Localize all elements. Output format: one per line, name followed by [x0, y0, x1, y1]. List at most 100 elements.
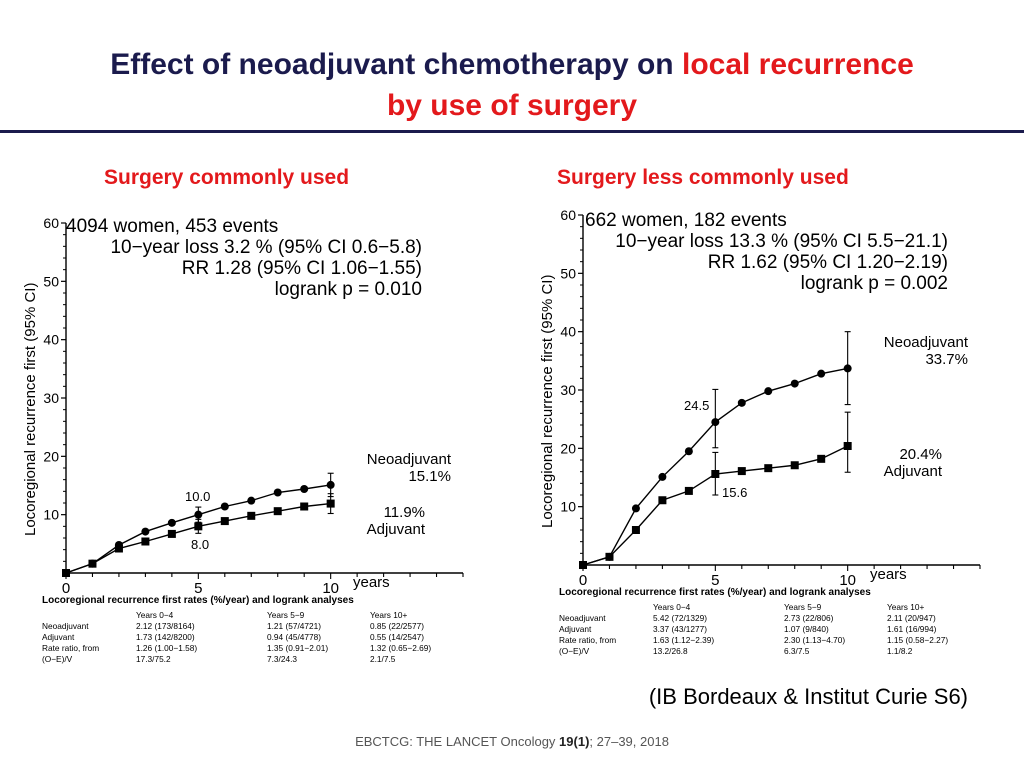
- neoadjuvant-point: [817, 369, 826, 378]
- table-cell: 1.07 (9/840): [784, 623, 829, 634]
- adjuvant-point: [764, 464, 773, 473]
- left-summary-women-events: 4094 women, 453 events: [66, 216, 279, 237]
- x-tick-label: 5: [711, 572, 719, 589]
- neoadjuvant-point: [141, 527, 150, 536]
- adjuvant-point: [658, 496, 667, 505]
- table-cell: Neoadjuvant: [559, 612, 606, 623]
- title-part3: by use of surgery: [386, 89, 638, 122]
- neoadjuvant-point: [737, 398, 746, 407]
- adjuvant-point: [605, 552, 614, 561]
- table-row: Rate ratio, from 1.63 (1.12−2.39) 2.30 (…: [559, 634, 977, 645]
- left-adjuvant-label: 11.9% Adjuvant: [348, 504, 425, 538]
- left-neoadjuvant-name: Neoadjuvant: [366, 451, 451, 468]
- right-chart-plot: 10 20 30 40 50 60 0 5 10: [560, 207, 981, 589]
- adjuvant-point: [167, 529, 176, 538]
- y-tick-label: 20: [43, 448, 59, 464]
- table-cell: 2.11 (20/947): [887, 612, 936, 623]
- table-header-cell: Years 5−9: [784, 601, 822, 612]
- neoadjuvant-point: [658, 472, 667, 481]
- table-header-cell: Years 10+: [887, 601, 925, 612]
- title-divider: [0, 130, 1024, 133]
- right-annotation-neoadjuvant-5y: 24.5: [684, 398, 710, 413]
- left-rates-table: Years 0−4 Years 5−9 Years 10+ Neoadjuvan…: [42, 609, 460, 664]
- table-cell: 7.3/24.3: [267, 653, 297, 664]
- x-tick-label: 0: [62, 580, 70, 597]
- title-part1: Effect of neoadjuvant chemotherapy on: [110, 48, 674, 81]
- adjuvant-point: [273, 507, 282, 516]
- table-cell: 1.26 (1.00−1.58): [136, 642, 198, 653]
- neoadjuvant-point: [194, 510, 203, 519]
- table-row: Rate ratio, from 1.26 (1.00−1.58) 1.35 (…: [42, 642, 460, 653]
- adjuvant-point: [114, 544, 123, 553]
- table-cell: 0.55 (14/2547): [370, 631, 424, 642]
- slide-title: Effect of neoadjuvant chemotherapy on lo…: [0, 44, 1024, 126]
- table-cell: Neoadjuvant: [42, 620, 89, 631]
- y-tick-label: 50: [43, 273, 59, 289]
- y-tick-label: 20: [560, 440, 576, 456]
- left-neoadjuvant-value: 15.1%: [408, 468, 451, 485]
- left-chart-y-axis-title: Locoregional recurrence first (95% CI): [22, 282, 39, 536]
- table-header-cell: [42, 609, 136, 620]
- table-cell: 2.1/7.5: [370, 653, 396, 664]
- table-cell: Rate ratio, from: [559, 634, 617, 645]
- neoadjuvant-point: [684, 447, 693, 456]
- right-neoadjuvant-value: 33.7%: [925, 351, 968, 368]
- source-label: (IB Bordeaux & Institut Curie S6): [648, 684, 968, 709]
- table-cell: 13.2/26.8: [653, 645, 688, 656]
- table-cell: Rate ratio, from: [42, 642, 100, 653]
- table-cell: 0.94 (45/4778): [267, 631, 321, 642]
- right-neoadjuvant-label: Neoadjuvant 33.7%: [865, 334, 968, 368]
- x-tick-label: 10: [322, 580, 339, 597]
- table-cell: 6.3/7.5: [784, 645, 810, 656]
- left-chart-plot: 10 20 30 40 50 60 0 5 10: [43, 215, 464, 597]
- table-row: Neoadjuvant 5.42 (72/1329) 2.73 (22/806)…: [559, 612, 977, 623]
- table-row: Adjuvant 1.73 (142/8200) 0.94 (45/4778) …: [42, 631, 460, 642]
- left-summary-rr: RR 1.28 (95% CI 1.06−1.55): [181, 258, 422, 279]
- x-tick-label: 0: [579, 572, 587, 589]
- table-cell: 1.21 (57/4721): [267, 620, 321, 631]
- table-cell: 1.15 (0.58−2.27): [887, 634, 949, 645]
- adjuvant-point: [300, 502, 309, 511]
- right-adjuvant-label: 20.4% Adjuvant: [865, 446, 942, 480]
- adjuvant-point: [62, 569, 70, 577]
- right-chart-summary: 662 women, 182 events 10−year loss 13.3 …: [585, 210, 948, 294]
- left-table-caption: Locoregional recurrence first rates (%/y…: [42, 595, 354, 606]
- adjuvant-point: [220, 517, 229, 526]
- neoadjuvant-point: [300, 485, 309, 493]
- adjuvant-point: [737, 467, 746, 476]
- adjuvant-point: [843, 442, 852, 450]
- neoadjuvant-point: [711, 418, 720, 427]
- left-x-axis-unit: years: [353, 574, 390, 591]
- y-tick-label: 40: [43, 332, 59, 348]
- left-panel-subtitle: Surgery commonly used: [104, 166, 350, 189]
- y-tick-label: 60: [43, 215, 59, 231]
- right-table-caption: Locoregional recurrence first rates (%/y…: [559, 587, 871, 598]
- y-tick-label: 30: [560, 382, 576, 398]
- table-cell: 3.37 (43/1277): [653, 623, 707, 634]
- table-row: (O−E)/V 17.3/75.2 7.3/24.3 2.1/7.5: [42, 653, 460, 664]
- table-cell: 1.32 (0.65−2.69): [370, 642, 432, 653]
- left-neoadjuvant-label: Neoadjuvant 15.1%: [348, 451, 451, 485]
- right-neoadjuvant-name: Neoadjuvant: [883, 334, 968, 351]
- table-cell: (O−E)/V: [559, 645, 590, 656]
- y-tick-label: 60: [560, 207, 576, 223]
- table-header-cell: Years 5−9: [267, 609, 305, 620]
- table-cell: Adjuvant: [42, 631, 75, 642]
- right-chart-y-axis-title: Locoregional recurrence first (95% CI): [539, 274, 556, 528]
- table-header-cell: Years 0−4: [136, 609, 174, 620]
- adjuvant-point: [817, 454, 826, 463]
- right-adjuvant-name: Adjuvant: [883, 463, 942, 480]
- left-summary-logrank: logrank p = 0.010: [274, 279, 422, 300]
- adjuvant-point: [790, 461, 799, 470]
- citation-volume: 19(1): [559, 734, 590, 749]
- x-tick-label: 5: [194, 580, 202, 597]
- right-rates-table: Years 0−4 Years 5−9 Years 10+ Neoadjuvan…: [559, 601, 977, 656]
- table-header-cell: Years 0−4: [653, 601, 691, 612]
- right-summary-rr: RR 1.62 (95% CI 1.20−2.19): [707, 252, 948, 273]
- left-annotation-adjuvant-5y: 8.0: [191, 537, 210, 552]
- left-summary-loss: 10−year loss 3.2 % (95% CI 0.6−5.8): [110, 237, 422, 258]
- right-x-axis-unit: years: [870, 566, 907, 583]
- title-highlight: local recurrence: [681, 48, 914, 81]
- table-cell: 1.61 (16/994): [887, 623, 937, 634]
- y-tick-label: 50: [560, 265, 576, 281]
